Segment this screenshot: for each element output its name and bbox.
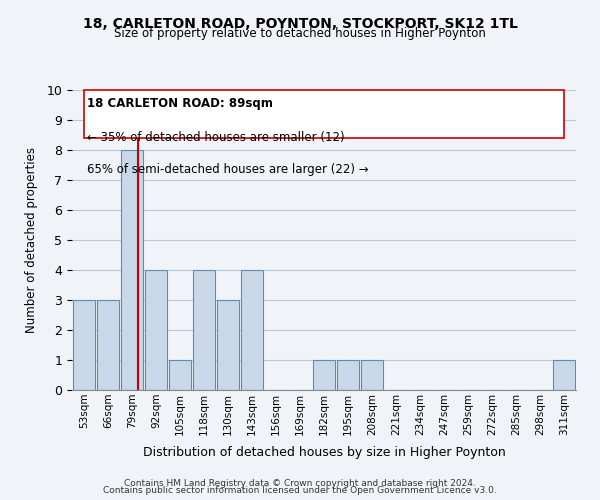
Text: 65% of semi-detached houses are larger (22) →: 65% of semi-detached houses are larger (… <box>87 164 368 176</box>
Bar <box>241 270 263 390</box>
Bar <box>361 360 383 390</box>
Text: Contains HM Land Registry data © Crown copyright and database right 2024.: Contains HM Land Registry data © Crown c… <box>124 478 476 488</box>
Bar <box>313 360 335 390</box>
Text: ← 35% of detached houses are smaller (12): ← 35% of detached houses are smaller (12… <box>87 130 344 143</box>
Bar <box>73 300 95 390</box>
Bar <box>337 360 359 390</box>
Bar <box>121 150 143 390</box>
Bar <box>145 270 167 390</box>
Text: Size of property relative to detached houses in Higher Poynton: Size of property relative to detached ho… <box>114 28 486 40</box>
Text: Contains public sector information licensed under the Open Government Licence v3: Contains public sector information licen… <box>103 486 497 495</box>
Y-axis label: Number of detached properties: Number of detached properties <box>25 147 38 333</box>
Bar <box>553 360 575 390</box>
FancyBboxPatch shape <box>85 90 564 138</box>
X-axis label: Distribution of detached houses by size in Higher Poynton: Distribution of detached houses by size … <box>143 446 505 459</box>
Bar <box>97 300 119 390</box>
Bar <box>169 360 191 390</box>
Text: 18, CARLETON ROAD, POYNTON, STOCKPORT, SK12 1TL: 18, CARLETON ROAD, POYNTON, STOCKPORT, S… <box>83 18 517 32</box>
Bar <box>193 270 215 390</box>
Text: 18 CARLETON ROAD: 89sqm: 18 CARLETON ROAD: 89sqm <box>87 98 273 110</box>
Bar <box>217 300 239 390</box>
